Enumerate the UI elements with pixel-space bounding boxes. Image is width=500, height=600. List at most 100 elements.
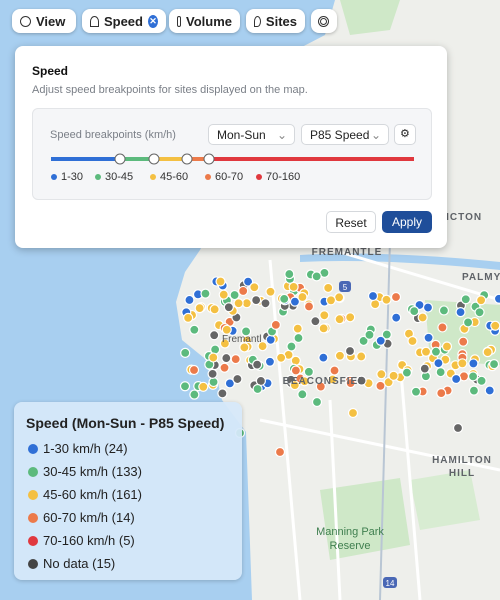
site-marker[interactable] (290, 365, 301, 376)
slider-handle[interactable] (148, 153, 160, 165)
site-marker[interactable] (422, 302, 434, 313)
site-marker[interactable] (318, 323, 329, 334)
site-marker[interactable] (207, 368, 218, 379)
site-marker[interactable] (430, 346, 442, 357)
site-marker[interactable] (457, 358, 468, 369)
site-marker[interactable] (289, 296, 301, 307)
site-marker[interactable] (356, 351, 367, 362)
site-marker[interactable] (218, 289, 229, 300)
site-marker[interactable] (297, 389, 308, 400)
site-marker[interactable] (179, 381, 191, 392)
site-marker[interactable] (310, 316, 321, 327)
site-marker[interactable] (381, 294, 392, 305)
view-button[interactable]: View (12, 9, 76, 33)
site-marker[interactable] (224, 378, 235, 389)
slider-handle[interactable] (203, 153, 215, 165)
site-marker[interactable] (455, 307, 466, 318)
site-marker[interactable] (230, 354, 241, 365)
site-marker[interactable] (252, 359, 263, 370)
site-marker[interactable] (279, 293, 290, 304)
site-marker[interactable] (293, 332, 304, 344)
site-marker[interactable] (289, 380, 300, 391)
site-marker[interactable] (242, 276, 254, 287)
site-marker[interactable] (184, 294, 195, 306)
site-marker[interactable] (493, 293, 500, 304)
site-marker[interactable] (323, 282, 334, 294)
site-marker[interactable] (208, 352, 219, 363)
site-marker[interactable] (265, 286, 276, 297)
site-marker[interactable] (468, 385, 480, 396)
site-marker[interactable] (200, 288, 211, 299)
site-marker[interactable] (303, 301, 315, 312)
site-marker[interactable] (345, 312, 356, 323)
metric-select[interactable]: P85 Speed ⌄ (301, 124, 389, 145)
sites-button[interactable]: Sites (246, 9, 305, 33)
site-marker[interactable] (417, 312, 428, 323)
site-marker[interactable] (189, 324, 200, 335)
site-marker[interactable] (299, 376, 310, 387)
site-marker[interactable] (188, 364, 200, 376)
layers-button[interactable] (311, 9, 337, 33)
site-marker[interactable] (409, 306, 420, 317)
site-marker[interactable] (435, 367, 446, 378)
site-marker[interactable] (375, 335, 386, 346)
site-marker[interactable] (334, 350, 346, 361)
site-marker[interactable] (375, 380, 386, 391)
site-marker[interactable] (356, 375, 367, 386)
site-marker[interactable] (451, 373, 462, 385)
site-marker[interactable] (208, 376, 219, 388)
site-marker[interactable] (381, 329, 392, 340)
site-marker[interactable] (288, 281, 299, 292)
site-marker[interactable] (229, 289, 240, 301)
site-marker[interactable] (358, 335, 369, 347)
site-marker[interactable] (215, 276, 226, 287)
site-marker[interactable] (311, 271, 322, 282)
site-marker[interactable] (467, 371, 479, 382)
settings-button[interactable]: ⚙ (394, 124, 416, 145)
site-marker[interactable] (482, 346, 493, 358)
site-marker[interactable] (219, 362, 230, 373)
site-marker[interactable] (401, 367, 413, 378)
site-marker[interactable] (391, 312, 402, 323)
site-marker[interactable] (458, 336, 469, 347)
site-marker[interactable] (284, 268, 295, 280)
site-marker[interactable] (410, 386, 422, 397)
site-marker[interactable] (438, 305, 450, 316)
site-marker[interactable] (347, 407, 359, 419)
site-marker[interactable] (441, 341, 453, 352)
site-marker[interactable] (488, 359, 500, 370)
site-marker[interactable] (419, 363, 430, 374)
site-marker[interactable] (303, 366, 314, 377)
site-marker[interactable] (462, 317, 474, 328)
site-marker[interactable] (311, 396, 323, 408)
site-marker[interactable] (239, 342, 250, 353)
site-marker[interactable] (260, 298, 271, 309)
site-marker[interactable] (249, 282, 260, 293)
clear-button[interactable]: ✕ (147, 14, 158, 28)
site-marker[interactable] (251, 295, 262, 306)
site-marker[interactable] (292, 323, 303, 334)
site-marker[interactable] (344, 345, 356, 357)
site-marker[interactable] (194, 303, 205, 314)
site-marker[interactable] (265, 334, 276, 345)
site-marker[interactable] (221, 324, 232, 335)
site-marker[interactable] (238, 285, 249, 297)
site-marker[interactable] (376, 369, 387, 380)
site-marker[interactable] (364, 329, 375, 340)
site-marker[interactable] (334, 314, 345, 325)
site-marker[interactable] (221, 352, 232, 364)
site-marker[interactable] (315, 381, 326, 392)
site-marker[interactable] (198, 381, 209, 392)
site-marker[interactable] (257, 341, 268, 352)
site-marker[interactable] (420, 346, 432, 357)
site-marker[interactable] (476, 295, 487, 306)
site-marker[interactable] (490, 320, 500, 331)
site-marker[interactable] (436, 387, 447, 399)
site-marker[interactable] (180, 347, 191, 358)
site-marker[interactable] (318, 352, 329, 363)
site-marker[interactable] (189, 389, 200, 400)
site-marker[interactable] (345, 378, 356, 389)
site-marker[interactable] (327, 374, 338, 385)
apply-button[interactable]: Apply (382, 211, 432, 233)
site-marker[interactable] (286, 341, 297, 352)
